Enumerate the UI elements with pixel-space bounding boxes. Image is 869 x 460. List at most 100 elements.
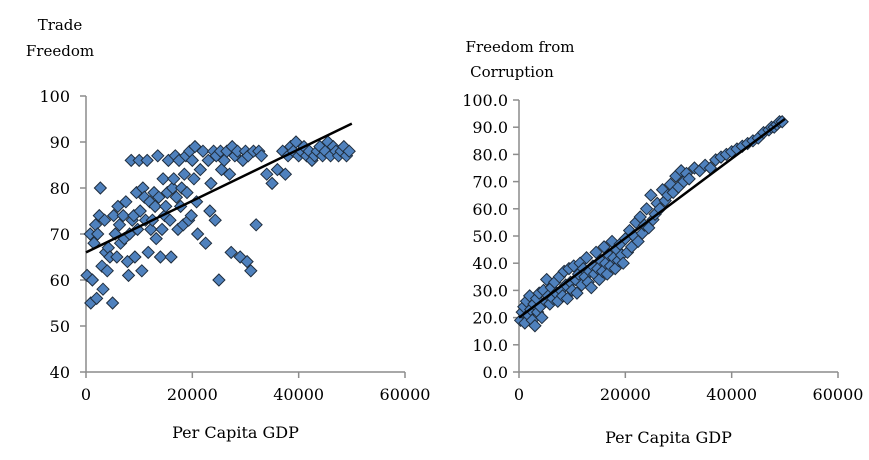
data-point xyxy=(144,222,158,237)
x-axis-title: Per Capita GDP xyxy=(172,423,299,442)
y-tick-label: 70 xyxy=(50,225,70,244)
y-tick-label: 40 xyxy=(50,363,70,382)
x-tick-label: 20000 xyxy=(167,385,218,404)
data-point xyxy=(106,208,121,223)
data-point xyxy=(148,199,162,214)
data-point xyxy=(240,254,254,269)
data-point xyxy=(155,222,169,237)
y-tick-label: 100.0 xyxy=(462,91,508,110)
data-point xyxy=(153,250,168,264)
data-point xyxy=(85,273,100,287)
data-point xyxy=(212,273,226,287)
y-tick-label: 90 xyxy=(50,133,70,152)
x-tick-label: 20000 xyxy=(600,385,651,404)
y-axis-title: Freedom xyxy=(26,42,94,60)
data-point xyxy=(164,250,178,264)
y-tick-label: 70.0 xyxy=(472,173,508,192)
y-tick-label: 20.0 xyxy=(472,309,508,328)
x-tick-label: 40000 xyxy=(273,385,324,404)
data-point xyxy=(644,188,658,202)
y-tick-label: 100 xyxy=(39,87,70,106)
y-axis-title: Trade xyxy=(38,16,83,34)
data-point xyxy=(560,291,575,306)
data-point xyxy=(133,204,147,218)
data-point xyxy=(639,202,654,216)
data-point xyxy=(128,250,142,264)
y-tick-label: 30.0 xyxy=(472,281,508,300)
x-axis-title: Per Capita GDP xyxy=(605,428,732,447)
y-tick-label: 10.0 xyxy=(472,336,508,355)
data-point xyxy=(180,185,194,200)
data-point xyxy=(163,213,177,227)
data-point xyxy=(152,190,166,204)
data-point xyxy=(112,218,127,232)
chart-freedom-from-corruption: 0.0 10.0 20.0 30.0 40.0 50.0 60.0 70.0 80.0 90.0 1… xyxy=(462,38,863,447)
data-point xyxy=(177,167,192,181)
data-point xyxy=(278,167,293,181)
data-point xyxy=(185,153,200,168)
trendline xyxy=(85,122,353,254)
y-tick-label: 40.0 xyxy=(472,254,508,273)
x-tick-label: 60000 xyxy=(380,385,431,404)
x-tick-label: 60000 xyxy=(813,385,864,404)
y-tick-label: 50.0 xyxy=(472,227,508,246)
data-point xyxy=(97,213,112,227)
y-tick-label: 80.0 xyxy=(472,145,508,164)
data-point xyxy=(121,268,136,283)
data-point xyxy=(198,236,213,250)
y-tick-label: 60.0 xyxy=(472,200,508,219)
data-point xyxy=(100,264,114,278)
y-tick-label: 80 xyxy=(50,179,70,198)
data-point xyxy=(151,149,165,163)
x-tick-label: 0 xyxy=(81,385,91,404)
data-point xyxy=(140,153,154,168)
data-point xyxy=(190,227,205,241)
data-point xyxy=(208,213,222,227)
data-point xyxy=(187,172,201,186)
data-point xyxy=(222,167,237,181)
data-point xyxy=(682,172,696,186)
y-tick-label: 50 xyxy=(50,317,70,336)
data-point xyxy=(224,245,238,260)
data-point xyxy=(90,227,105,241)
data-point xyxy=(116,208,130,223)
data-point xyxy=(260,167,274,181)
x-tick-label: 40000 xyxy=(706,385,757,404)
chart-trade-freedom: 40 50 60 70 80 90 100 0 20000 40000 60000 Trade Free… xyxy=(26,16,431,442)
data-point xyxy=(589,245,603,260)
y-axis-title: Corruption xyxy=(470,63,554,81)
y-tick-label: 0.0 xyxy=(483,363,508,382)
data-point xyxy=(169,190,184,204)
data-point xyxy=(204,176,218,191)
data-point xyxy=(584,280,599,295)
data-point xyxy=(193,162,208,177)
data-point xyxy=(535,310,549,325)
data-point xyxy=(254,149,269,163)
data-point xyxy=(119,195,133,209)
data-point xyxy=(149,231,163,246)
data-point xyxy=(196,144,210,158)
y-tick-label: 90.0 xyxy=(472,118,508,137)
data-point xyxy=(579,251,594,265)
data-point xyxy=(141,245,155,260)
data-point xyxy=(135,264,149,278)
data-point xyxy=(249,218,263,232)
data-point xyxy=(165,181,180,195)
data-point xyxy=(265,176,279,191)
data-point xyxy=(342,144,356,158)
data-point xyxy=(184,208,198,223)
y-tick-label: 60 xyxy=(50,271,70,290)
data-point xyxy=(89,291,104,306)
data-point xyxy=(156,172,170,186)
trendline xyxy=(518,118,786,319)
data-point xyxy=(93,181,108,195)
data-point xyxy=(570,286,584,300)
data-point xyxy=(616,256,630,270)
data-point xyxy=(528,319,542,333)
data-point xyxy=(653,202,667,216)
data-point xyxy=(105,296,120,310)
data-point xyxy=(167,172,181,186)
data-point xyxy=(203,204,217,218)
data-point xyxy=(96,282,110,296)
